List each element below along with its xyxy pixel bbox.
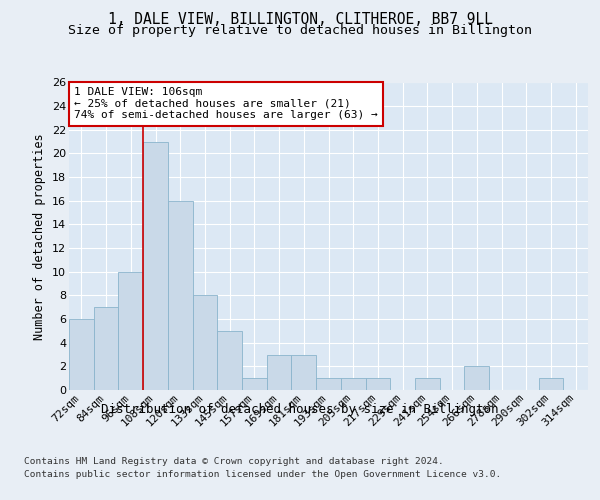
Bar — [168, 201, 193, 390]
Bar — [267, 354, 292, 390]
Text: Contains HM Land Registry data © Crown copyright and database right 2024.: Contains HM Land Registry data © Crown c… — [24, 458, 444, 466]
Bar — [365, 378, 390, 390]
Bar — [292, 354, 316, 390]
Bar — [94, 307, 118, 390]
Bar — [539, 378, 563, 390]
Bar — [464, 366, 489, 390]
Y-axis label: Number of detached properties: Number of detached properties — [34, 133, 46, 340]
Bar — [415, 378, 440, 390]
Bar — [242, 378, 267, 390]
Bar — [316, 378, 341, 390]
Bar — [217, 331, 242, 390]
Text: Size of property relative to detached houses in Billington: Size of property relative to detached ho… — [68, 24, 532, 37]
Bar — [341, 378, 365, 390]
Bar — [143, 142, 168, 390]
Bar — [69, 319, 94, 390]
Text: 1 DALE VIEW: 106sqm
← 25% of detached houses are smaller (21)
74% of semi-detach: 1 DALE VIEW: 106sqm ← 25% of detached ho… — [74, 87, 378, 120]
Text: Contains public sector information licensed under the Open Government Licence v3: Contains public sector information licen… — [24, 470, 501, 479]
Bar — [118, 272, 143, 390]
Text: 1, DALE VIEW, BILLINGTON, CLITHEROE, BB7 9LL: 1, DALE VIEW, BILLINGTON, CLITHEROE, BB7… — [107, 12, 493, 28]
Text: Distribution of detached houses by size in Billington: Distribution of detached houses by size … — [101, 402, 499, 415]
Bar — [193, 296, 217, 390]
